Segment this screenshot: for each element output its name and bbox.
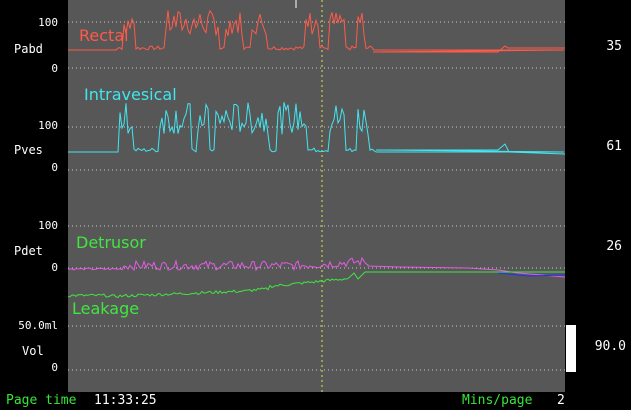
vol-readout: 90.0	[594, 339, 626, 354]
pves-channel-name: Pves	[14, 143, 43, 157]
pves-scale-max: 100	[38, 119, 58, 132]
pves-trace	[68, 102, 565, 155]
vol-scale-min: 0	[51, 361, 58, 374]
vol-level-bar	[566, 325, 576, 372]
pabd-scale-max: 100	[38, 16, 58, 29]
vol-scale-max: 50.0ml	[18, 319, 58, 332]
left-axis-panel: 100 Pabd 0 100 Pves 0 100 Pdet 0 50.0ml …	[0, 0, 68, 392]
gridlines	[68, 21, 565, 371]
trace-plot-area[interactable]: Rectal Intravesical Detrusor Leakage	[68, 0, 565, 392]
detrusor-trace-label: Detrusor	[76, 233, 146, 252]
trace-plot-svg	[68, 0, 565, 392]
vol-baseline-trace	[497, 272, 565, 277]
pabd-readout: 35	[606, 39, 622, 54]
mins-per-page-value[interactable]: 2	[557, 393, 565, 408]
right-readout-panel: 35 61 26 90.0	[566, 0, 631, 392]
status-footer: Page time 11:33:25 Mins/page 2	[0, 392, 631, 410]
pves-scale-min: 0	[51, 161, 58, 174]
pabd-channel-name: Pabd	[14, 42, 43, 56]
pabd-scale-min: 0	[51, 62, 58, 75]
pdet-trace	[68, 256, 565, 278]
pves-readout: 61	[606, 139, 622, 154]
page-time-label: Page time	[6, 393, 77, 408]
leakage-trace-label: Leakage	[72, 299, 140, 318]
mins-per-page-label: Mins/page	[462, 393, 533, 408]
pdet-readout: 26	[606, 239, 622, 254]
rectal-trace-label: Rectal	[79, 26, 129, 45]
intravesical-trace-label: Intravesical	[84, 85, 177, 104]
page-time-value: 11:33:25	[94, 393, 157, 408]
pdet-scale-min: 0	[51, 261, 58, 274]
vol-trace	[68, 271, 565, 298]
pabd-trace	[68, 9, 565, 53]
pdet-scale-max: 100	[38, 219, 58, 232]
pdet-channel-name: Pdet	[14, 244, 43, 258]
vol-channel-name: Vol	[22, 344, 44, 358]
